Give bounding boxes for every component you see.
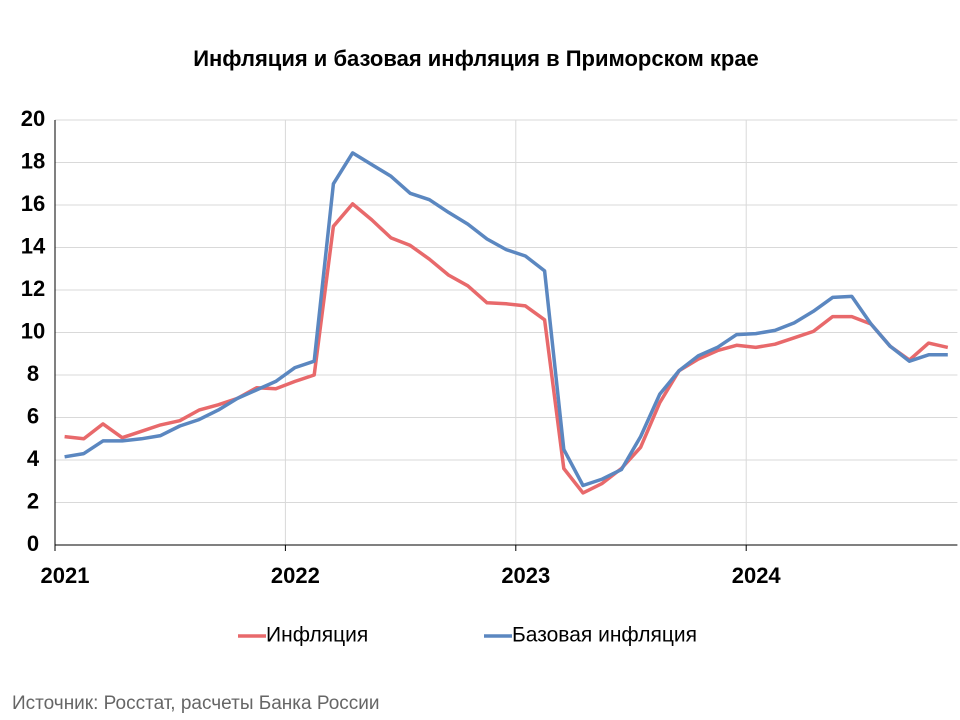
series-line: [64, 202, 949, 495]
x-tick-label: 2024: [732, 563, 782, 588]
y-tick-label: 16: [21, 191, 45, 216]
x-tick-label: 2023: [501, 563, 550, 588]
y-tick-label: 10: [21, 318, 45, 343]
legend-label: Инфляция: [266, 624, 368, 647]
source-note: Источник: Росстат, расчеты Банка России: [12, 693, 380, 714]
y-tick-label: 4: [27, 446, 40, 471]
y-tick-label: 20: [21, 106, 45, 131]
y-tick-label: 8: [27, 361, 39, 386]
y-tick-label: 14: [21, 233, 46, 258]
y-tick-label: 12: [21, 276, 45, 301]
y-tick-label: 2: [27, 488, 39, 513]
y-tick-label: 6: [27, 403, 39, 428]
y-tick-label: 0: [27, 531, 39, 556]
chart-title: Инфляция и базовая инфляция в Приморском…: [193, 46, 759, 71]
x-tick-label: 2022: [271, 563, 320, 588]
x-tick-label: 2021: [41, 563, 90, 588]
series-line: [64, 151, 948, 488]
legend-label: Базовая инфляция: [512, 624, 697, 647]
y-tick-label: 18: [21, 148, 45, 173]
